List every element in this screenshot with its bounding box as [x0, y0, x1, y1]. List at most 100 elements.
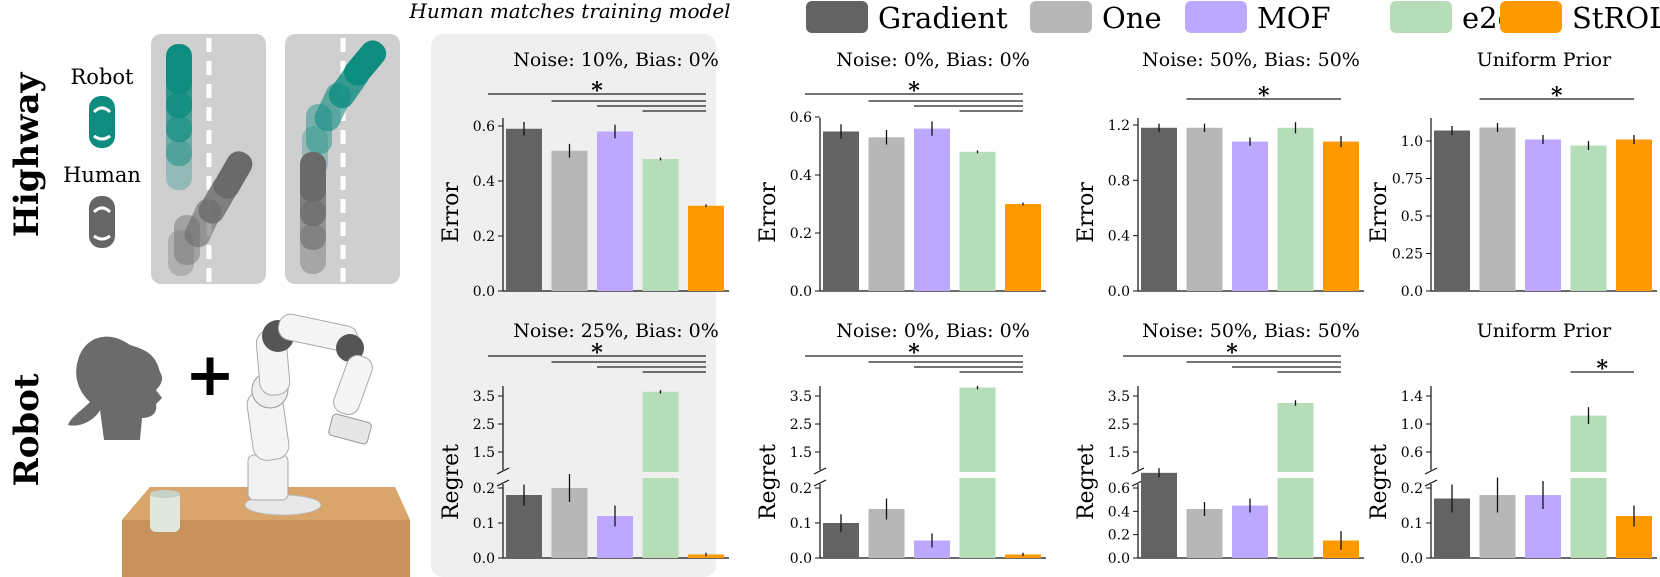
y-axis-label: Regret	[1074, 444, 1099, 520]
bar-gradient	[506, 128, 542, 291]
significance-star: *	[591, 340, 603, 366]
chart-error-1: Noise: 10%, Bias: 0% Error 0.0 0.2 0.4 0.6 *	[439, 49, 729, 300]
y-tick-label: 3.5	[790, 389, 812, 405]
chart-regret-2: Noise: 0%, Bias: 0% Regret 0.0 0.1 0.2 1.5 2.5…	[756, 320, 1046, 567]
bar-mof	[1232, 141, 1268, 291]
y-tick-label: 0.4	[790, 168, 812, 184]
y-tick-label: 0.75	[1392, 172, 1423, 188]
human-car-icon	[89, 196, 115, 248]
y-tick-label: 0.2	[790, 481, 812, 497]
chart-title: Noise: 50%, Bias: 50%	[1142, 320, 1360, 342]
legend-label-gradient: Gradient	[878, 1, 1008, 35]
bar-mof	[1232, 505, 1268, 558]
axis-break-mark	[813, 479, 827, 487]
significance-star: *	[1596, 356, 1608, 382]
bar-mof	[597, 131, 633, 291]
bar-e2e	[959, 151, 996, 291]
charts: Noise: 10%, Bias: 0% Error 0.0 0.2 0.4 0.6 * No…	[439, 49, 1657, 567]
y-tick-label: 2.5	[473, 417, 495, 433]
legend-label-one: One	[1102, 1, 1162, 35]
method-illustration: Highway Robot Robot Human	[7, 34, 410, 577]
legend-swatch-e2e	[1390, 1, 1452, 33]
highlight-panel-caption: Human matches training model	[408, 0, 730, 23]
y-tick-label: 0.0	[790, 551, 812, 567]
chart-error-3: Noise: 50%, Bias: 50% Error 0.0 0.4 0.8 1.2 *	[1074, 49, 1364, 300]
y-tick-label: 0.6	[790, 110, 812, 126]
y-tick-label: 0.6	[1108, 481, 1130, 497]
y-tick-label: 2.5	[1108, 417, 1130, 433]
y-tick-label: 0.2	[473, 229, 495, 245]
bar-e2e	[642, 159, 679, 291]
axis-break-mark	[1424, 467, 1438, 475]
y-tick-label: 0.0	[1108, 284, 1130, 300]
chart-title: Noise: 50%, Bias: 50%	[1142, 49, 1360, 71]
y-tick-label: 1.5	[790, 445, 812, 461]
bar-one	[1186, 127, 1223, 292]
bar-strol	[1616, 139, 1652, 291]
significance-star: *	[1258, 83, 1270, 109]
significance-star: *	[908, 340, 920, 366]
legend-label-mof: MOF	[1257, 1, 1331, 35]
y-tick-label: 1.4	[1401, 389, 1423, 405]
y-tick-label: 1.2	[1108, 118, 1130, 134]
robot-car-icon	[89, 96, 115, 148]
bar-mof	[914, 128, 950, 291]
bar-one	[868, 137, 905, 291]
y-tick-label: 0.4	[1108, 504, 1130, 520]
legend-swatch-strol	[1500, 1, 1562, 33]
row-label-robot: Robot	[7, 373, 47, 486]
y-tick-label: 0.0	[1401, 551, 1423, 567]
bar-one	[1479, 127, 1516, 291]
y-tick-label: 0.0	[1108, 551, 1130, 567]
chart-title: Noise: 0%, Bias: 0%	[836, 49, 1030, 71]
y-tick-label: 0.2	[473, 481, 495, 497]
y-tick-label: 1.0	[1401, 134, 1423, 150]
y-tick-label: 0.1	[790, 516, 812, 532]
y-tick-label: 1.5	[1108, 445, 1130, 461]
chart-error-2: Noise: 0%, Bias: 0% Error 0.0 0.2 0.4 0.6 *	[756, 49, 1046, 300]
y-tick-label: 1.0	[1401, 417, 1423, 433]
bar-e2e-upper	[1570, 415, 1607, 472]
chart-title: Uniform Prior	[1477, 320, 1612, 342]
axis-break-mark	[1131, 467, 1145, 475]
bar-e2e-lower	[1570, 478, 1607, 558]
y-axis-label: Regret	[439, 444, 464, 520]
axis-break-mark	[496, 479, 510, 487]
y-tick-label: 1.5	[473, 445, 495, 461]
y-axis-label: Error	[1074, 182, 1099, 243]
chart-error-4: Uniform Prior Error 0.0 0.25 0.5 0.75 1.0 *	[1367, 49, 1657, 300]
y-tick-label: 0.6	[473, 119, 495, 135]
bar-one	[1186, 509, 1223, 558]
legend-swatch-mof	[1185, 1, 1247, 33]
human-car-label: Human	[63, 163, 141, 187]
bar-e2e	[1570, 145, 1607, 291]
chart-title: Noise: 10%, Bias: 0%	[513, 49, 719, 71]
bar-gradient	[1434, 130, 1470, 291]
bar-gradient	[1141, 127, 1177, 292]
axis-break-mark	[496, 467, 510, 475]
y-axis-label: Error	[756, 182, 781, 243]
axis-break-mark	[813, 467, 827, 475]
y-axis-label: Error	[1367, 182, 1392, 243]
bar-strol	[1005, 204, 1041, 291]
significance-star: *	[591, 78, 603, 104]
y-tick-label: 3.5	[473, 389, 495, 405]
bar-e2e-lower	[642, 478, 679, 558]
legend-swatch-gradient	[806, 1, 868, 33]
bar-mof	[1525, 139, 1561, 291]
y-axis-label: Regret	[756, 444, 781, 520]
y-tick-label: 0.25	[1392, 247, 1423, 263]
bar-e2e-upper	[642, 391, 679, 472]
axis-break-mark	[1424, 479, 1438, 487]
legend-label-strol: StROL	[1572, 1, 1660, 35]
y-tick-label: 2.5	[790, 417, 812, 433]
legend: Gradient One MOF e2e StROL	[806, 1, 1660, 35]
significance-star: *	[1551, 83, 1563, 109]
y-tick-label: 0.1	[473, 516, 495, 532]
bar-gradient	[1141, 472, 1177, 558]
legend-swatch-one	[1030, 1, 1092, 33]
plus-sign: +	[185, 340, 235, 410]
y-tick-label: 0.6	[1401, 445, 1423, 461]
bar-one	[551, 150, 588, 291]
